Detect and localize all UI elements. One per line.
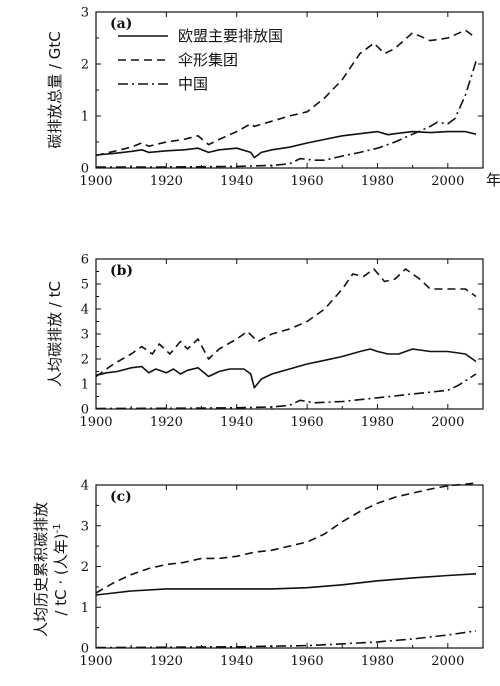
legend-label: 中国 bbox=[178, 75, 208, 93]
x-tick-label: 1920 bbox=[150, 654, 183, 669]
y-axis-label-line2: / tC · (人年)-1 bbox=[52, 523, 70, 615]
x-unit-label: 年 bbox=[486, 171, 500, 189]
plot-frame bbox=[95, 258, 484, 410]
y-tick-label: 5 bbox=[81, 278, 89, 293]
x-tick-label: 1940 bbox=[220, 654, 253, 669]
plot-frame bbox=[95, 484, 484, 649]
y-axis-label-unit: / tC · (人年) bbox=[52, 533, 70, 615]
legend-label: 伞形集团 bbox=[178, 51, 238, 69]
y-tick-label: 0 bbox=[81, 162, 89, 177]
y-tick-label: 3 bbox=[81, 519, 89, 534]
y-tick-label: 4 bbox=[81, 303, 89, 318]
y-tick-label: 2 bbox=[81, 58, 89, 73]
panel-label: (b) bbox=[110, 263, 133, 279]
x-tick-label: 1920 bbox=[150, 415, 183, 430]
x-tick-label: 1960 bbox=[291, 415, 324, 430]
x-tick-label: 1960 bbox=[291, 174, 324, 189]
y-axis-label: 人均碳排放 / tC bbox=[46, 281, 64, 387]
y-axis-label: 碳排放总量 / GtC bbox=[46, 31, 64, 149]
panel-label: (c) bbox=[110, 489, 132, 505]
series-line-solid bbox=[95, 348, 477, 389]
series-line-solid bbox=[95, 573, 477, 596]
x-tick-label: 1980 bbox=[361, 174, 394, 189]
x-tick-label: 1980 bbox=[361, 654, 394, 669]
x-tick-label: 1940 bbox=[220, 174, 253, 189]
y-tick-label: 6 bbox=[81, 253, 89, 268]
y-tick-label: 1 bbox=[81, 110, 89, 125]
x-tick-label: 1900 bbox=[79, 415, 112, 430]
y-tick-label: 4 bbox=[81, 479, 89, 494]
series-line-dashdot bbox=[95, 630, 477, 649]
y-tick-label: 3 bbox=[81, 328, 89, 343]
panel-2: 1900 1920 1940 1960 1980 2000 0 1 2 3 4 5 6 (b) 人均碳排放 … bbox=[46, 253, 484, 430]
x-tick-label: 2000 bbox=[431, 654, 464, 669]
x-tick-label: 2000 bbox=[431, 415, 464, 430]
series-line-dashed bbox=[95, 268, 477, 378]
y-tick-label: 2 bbox=[81, 353, 89, 368]
panel-1: 1900 1920 1940 1960 1980 2000 年 0 1 2 3 (a) 碳排放总量 / … bbox=[46, 6, 500, 190]
series-line-dashed bbox=[95, 29, 477, 157]
y-axis-label-sup: -1 bbox=[52, 523, 63, 533]
series-line-dashdot bbox=[95, 373, 477, 410]
series-line-solid bbox=[95, 130, 477, 159]
y-tick-label: 0 bbox=[81, 403, 89, 418]
x-tick-label: 2000 bbox=[431, 174, 464, 189]
x-tick-label: 1980 bbox=[361, 415, 394, 430]
y-axis-label-line1: 人均历史累积碳排放 bbox=[32, 502, 50, 637]
panel-3: 1900 1920 1940 1960 1980 2000 0 1 2 3 4 (c) 人均历史累积碳排… bbox=[32, 479, 484, 669]
x-tick-label: 1900 bbox=[79, 174, 112, 189]
y-tick-label: 3 bbox=[81, 6, 89, 21]
y-tick-label: 0 bbox=[81, 642, 89, 657]
x-tick-label: 1960 bbox=[291, 654, 324, 669]
x-tick-label: 1920 bbox=[150, 174, 183, 189]
legend-label: 欧盟主要排放国 bbox=[178, 27, 283, 45]
series-line-dashdot bbox=[96, 61, 477, 168]
panel-label: (a) bbox=[110, 16, 132, 32]
x-tick-label: 1900 bbox=[79, 654, 112, 669]
x-tick-label: 1940 bbox=[220, 415, 253, 430]
y-tick-label: 1 bbox=[81, 378, 89, 393]
series-line-dashed bbox=[95, 482, 477, 594]
y-tick-label: 2 bbox=[81, 560, 89, 575]
y-tick-label: 1 bbox=[81, 601, 89, 616]
